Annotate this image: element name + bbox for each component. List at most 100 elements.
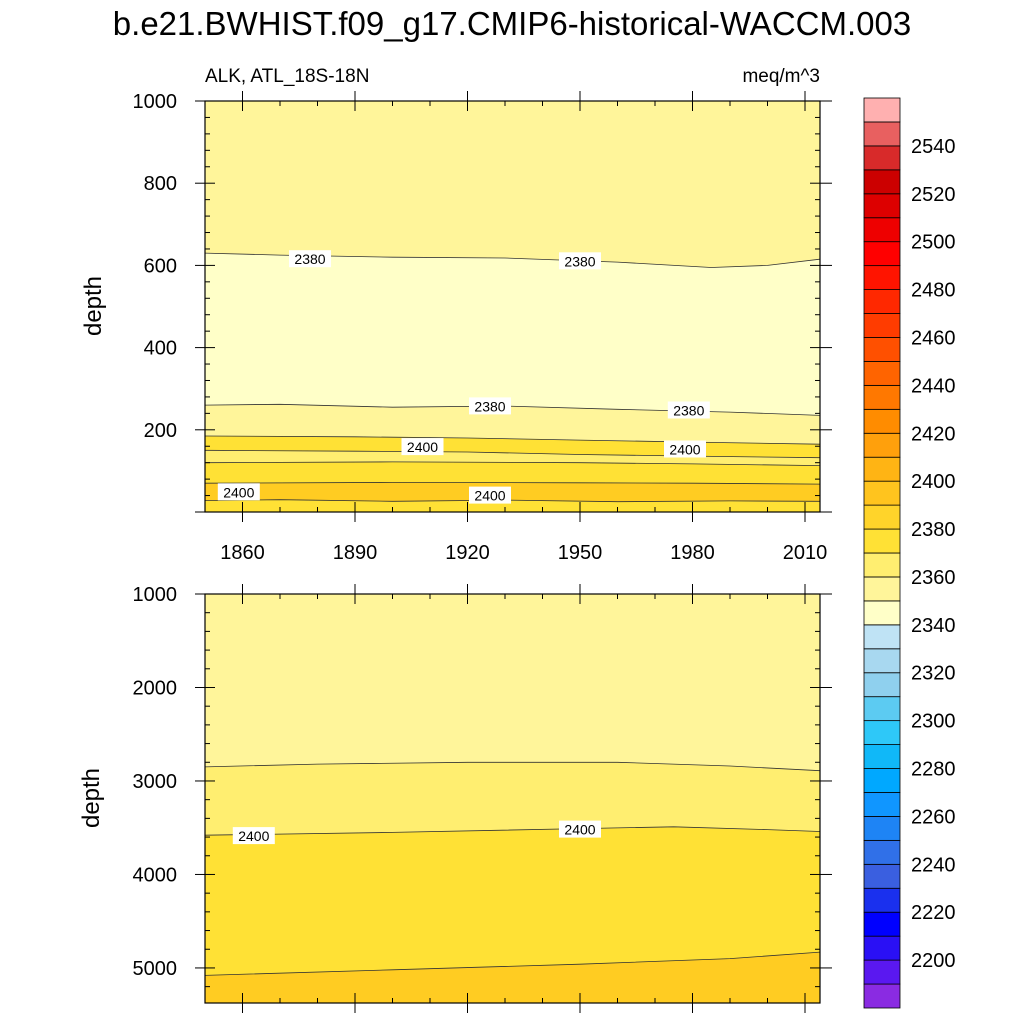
figure-title: b.e21.BWHIST.f09_g17.CMIP6-historical-WA… [113, 5, 911, 42]
colorbar-swatch [863, 97, 901, 123]
top-contour-label: 2380 [289, 250, 331, 268]
colorbar-swatch [863, 935, 901, 961]
colorbar-label: 2200 [911, 950, 956, 972]
top-contour-band-0 [205, 499, 820, 512]
colorbar-label: 2420 [911, 423, 956, 445]
colorbar-swatch [863, 337, 901, 362]
top-contour-label-text: 2400 [669, 442, 700, 458]
bottom-contour-label: 2400 [559, 820, 601, 838]
colorbar-swatch [863, 696, 901, 722]
bottom-contour-line-2 [205, 951, 820, 976]
top-contour-label-text: 2400 [407, 439, 438, 455]
top-contour-label-text: 2380 [294, 251, 325, 267]
top-contour-line-3 [205, 449, 820, 459]
colorbar-swatch [863, 959, 901, 985]
bottom-plot-frame [204, 593, 821, 1004]
colorbar-swatch [863, 911, 901, 937]
bottom-ylabel: depth [78, 768, 105, 828]
bottom-contour-fills [205, 594, 820, 1003]
colorbar-swatch [863, 456, 901, 482]
bottom-contour-line-1 [205, 826, 820, 836]
top-contour-label: 2400 [469, 486, 511, 504]
top-x-ticks: 1860 1890 1920 1950 1980 2010 [204, 91, 827, 564]
colorbar-label: 2380 [911, 519, 956, 541]
top-contour-label-bg [469, 397, 511, 415]
top-x-tick-label: 1920 [445, 542, 490, 564]
bottom-contour-lines [205, 761, 820, 976]
bottom-panel-chart: 2400 2400 1000 2000 3000 4000 5000 [133, 584, 832, 1013]
colorbar-label: 2540 [911, 136, 956, 158]
top-contour-label-text: 2380 [673, 403, 704, 419]
top-contour-label: 2400 [664, 440, 706, 458]
colorbar-swatch [863, 720, 901, 745]
top-contour-label-bg [469, 486, 511, 504]
top-contour-label: 2380 [559, 252, 601, 270]
top-y-tick-label: 600 [144, 255, 177, 277]
top-y-tick-label: 800 [144, 173, 177, 195]
top-contour-label-bg [401, 438, 444, 456]
colorbar-label: 2440 [911, 375, 956, 397]
colorbar-label: 2500 [911, 232, 956, 254]
colorbar-swatch [863, 241, 901, 267]
bottom-contour-band-2 [205, 826, 820, 976]
bottom-y-tick-label: 4000 [133, 864, 178, 886]
colorbar-label: 2240 [911, 854, 956, 876]
colorbar-swatch [863, 624, 901, 650]
top-contour-label-bg [217, 483, 260, 501]
top-y-tick-label: 200 [144, 420, 177, 442]
top-contour-label-text: 2400 [474, 488, 505, 504]
top-contour-band-5 [205, 404, 820, 445]
subtitle-right: meq/m^3 [742, 66, 820, 87]
colorbar-swatch [863, 648, 901, 674]
bottom-contour-band-3 [205, 952, 820, 1003]
bottom-contour-band-1 [205, 762, 820, 836]
colorbar-swatch [863, 768, 901, 793]
colorbar-swatch [863, 983, 901, 1009]
bottom-x-ticks [204, 584, 806, 1013]
top-contour-band-7 [205, 101, 820, 268]
top-contour-line-4 [205, 435, 820, 445]
bottom-contour-line-0 [205, 761, 820, 772]
colorbar-swatch [863, 792, 901, 817]
bottom-contour-label-bg [559, 820, 601, 838]
top-x-tick-label: 1890 [333, 542, 378, 564]
colorbar-swatch [863, 145, 901, 171]
colorbar-swatch [863, 672, 901, 698]
colorbar-label: 2480 [911, 280, 956, 302]
bottom-y-tick-label: 2000 [133, 677, 178, 699]
colorbar-swatch [863, 863, 901, 889]
colorbar-label: 2520 [911, 184, 956, 206]
bottom-contour-band-0 [205, 594, 820, 771]
top-y-tick-label: 400 [144, 338, 177, 360]
top-contour-line-1 [205, 481, 820, 485]
colorbar-swatch [863, 576, 901, 602]
top-panel-chart: 2400 2400 2400 2400 2380 2380 2380 2380 1860 1890… [133, 91, 832, 564]
colorbar-label: 2280 [911, 759, 956, 781]
colorbar-swatch [863, 504, 901, 530]
bottom-y-tick-label: 5000 [133, 958, 178, 980]
top-x-tick-label: 1980 [670, 542, 715, 564]
colorbar-label: 2360 [911, 567, 956, 589]
top-contour-label-text: 2380 [564, 253, 595, 269]
colorbar-swatch [863, 744, 901, 769]
colorbar-swatch [863, 265, 901, 290]
top-contour-band-6 [205, 253, 820, 416]
colorbar-swatch [863, 384, 901, 410]
bottom-contour-label: 2400 [232, 827, 275, 845]
bottom-contour-label-text: 2400 [564, 822, 595, 838]
top-contour-line-2 [205, 461, 820, 466]
top-contour-label-text: 2400 [223, 484, 254, 500]
colorbar-swatch [863, 169, 901, 195]
top-y-ticks: 200 400 600 800 1000 [133, 91, 832, 513]
bottom-y-tick-label: 3000 [133, 771, 178, 793]
colorbar-swatch [863, 816, 901, 841]
bottom-contour-label-bg [232, 827, 275, 845]
top-contour-label-text: 2380 [474, 398, 505, 414]
top-contour-label-bg [664, 440, 706, 458]
top-contour-label: 2400 [401, 438, 444, 456]
colorbar-swatch [863, 289, 901, 314]
top-y-tick-label: 1000 [133, 91, 178, 113]
colorbar-swatch [863, 480, 901, 506]
top-contour-label: 2400 [217, 483, 260, 501]
